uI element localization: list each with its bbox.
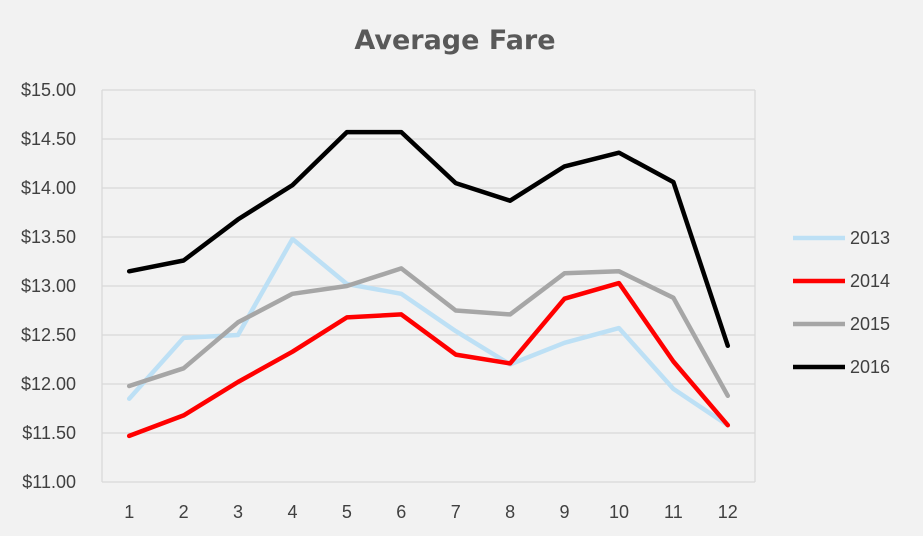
legend-label-2014: 2014 — [850, 271, 890, 291]
x-tick-label: 1 — [124, 502, 134, 522]
x-tick-label: 6 — [396, 502, 406, 522]
legend-label-2015: 2015 — [850, 314, 890, 334]
gridlines — [101, 89, 756, 483]
y-tick-label: $13.00 — [21, 276, 76, 296]
legend-label-2013: 2013 — [850, 228, 890, 248]
y-tick-label: $11.50 — [22, 423, 76, 443]
x-tick-label: 2 — [179, 502, 189, 522]
x-tick-label: 3 — [233, 502, 243, 522]
y-tick-label: $14.00 — [21, 178, 76, 198]
x-tick-label: 12 — [718, 502, 738, 522]
x-tick-label: 10 — [609, 502, 629, 522]
y-tick-label: $11.00 — [22, 472, 76, 492]
series-line-2013 — [126, 236, 731, 428]
x-tick-label: 8 — [505, 502, 515, 522]
x-axis-tick-labels: 1 2 3 4 5 6 7 8 9 10 11 12 — [124, 502, 738, 522]
y-tick-label: $12.00 — [21, 374, 76, 394]
x-tick-label: 11 — [664, 502, 683, 522]
series-line-2014 — [126, 280, 731, 439]
y-tick-label: $13.50 — [21, 227, 76, 247]
y-axis-tick-labels: $11.00 $11.50 $12.00 $12.50 $13.00 $13.50 $14.… — [21, 80, 76, 492]
chart-title: Average Fare — [354, 25, 555, 56]
y-tick-label: $15.00 — [21, 80, 76, 100]
x-tick-label: 9 — [560, 502, 570, 522]
y-tick-label: $14.50 — [21, 129, 76, 149]
x-tick-label: 7 — [451, 502, 461, 522]
legend-label-2016: 2016 — [850, 357, 890, 377]
x-tick-label: 4 — [287, 502, 297, 522]
series-line-2016 — [126, 129, 731, 349]
x-tick-label: 5 — [342, 502, 352, 522]
y-tick-label: $12.50 — [21, 325, 76, 345]
series-lines — [126, 129, 731, 439]
series-line-2015 — [126, 266, 731, 399]
legend: 2013 2014 2015 2016 — [793, 228, 890, 377]
